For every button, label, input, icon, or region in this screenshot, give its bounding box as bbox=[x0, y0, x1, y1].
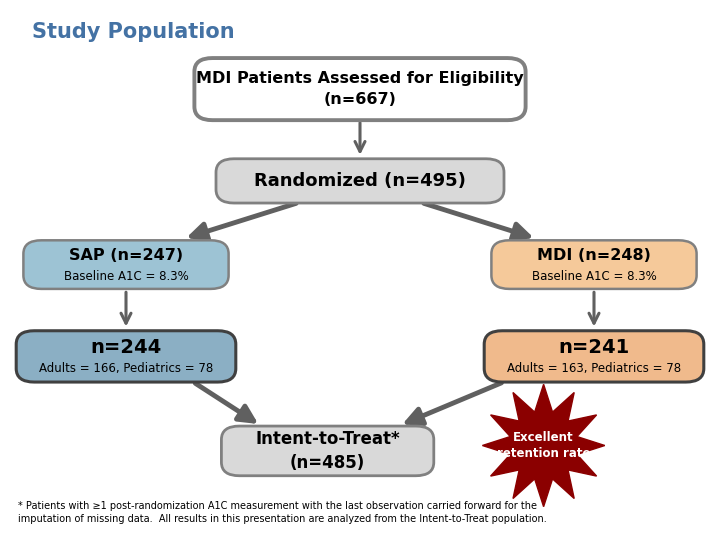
Text: Intent-to-Treat*
(n=485): Intent-to-Treat* (n=485) bbox=[256, 430, 400, 472]
Polygon shape bbox=[482, 384, 605, 507]
Text: Adults = 163, Pediatrics = 78: Adults = 163, Pediatrics = 78 bbox=[507, 362, 681, 375]
Text: Baseline A1C = 8.3%: Baseline A1C = 8.3% bbox=[531, 270, 657, 283]
FancyBboxPatch shape bbox=[23, 240, 229, 289]
FancyBboxPatch shape bbox=[216, 159, 504, 203]
FancyBboxPatch shape bbox=[484, 330, 704, 382]
FancyBboxPatch shape bbox=[194, 58, 526, 120]
Text: Baseline A1C = 8.3%: Baseline A1C = 8.3% bbox=[63, 270, 189, 283]
Text: SAP (n=247): SAP (n=247) bbox=[69, 248, 183, 264]
Text: * Patients with ≥1 post-randomization A1C measurement with the last observation : * Patients with ≥1 post-randomization A1… bbox=[18, 501, 546, 524]
FancyBboxPatch shape bbox=[222, 426, 433, 476]
Text: n=241: n=241 bbox=[559, 338, 629, 357]
Text: MDI Patients Assessed for Eligibility
(n=667): MDI Patients Assessed for Eligibility (n… bbox=[196, 71, 524, 107]
Text: Randomized (n=495): Randomized (n=495) bbox=[254, 172, 466, 190]
Text: Adults = 166, Pediatrics = 78: Adults = 166, Pediatrics = 78 bbox=[39, 362, 213, 375]
Text: Excellent
retention rate: Excellent retention rate bbox=[497, 431, 590, 460]
Text: MDI (n=248): MDI (n=248) bbox=[537, 248, 651, 264]
FancyBboxPatch shape bbox=[491, 240, 697, 289]
FancyBboxPatch shape bbox=[16, 330, 236, 382]
Text: n=244: n=244 bbox=[91, 338, 161, 357]
Text: Study Population: Study Population bbox=[32, 22, 235, 42]
